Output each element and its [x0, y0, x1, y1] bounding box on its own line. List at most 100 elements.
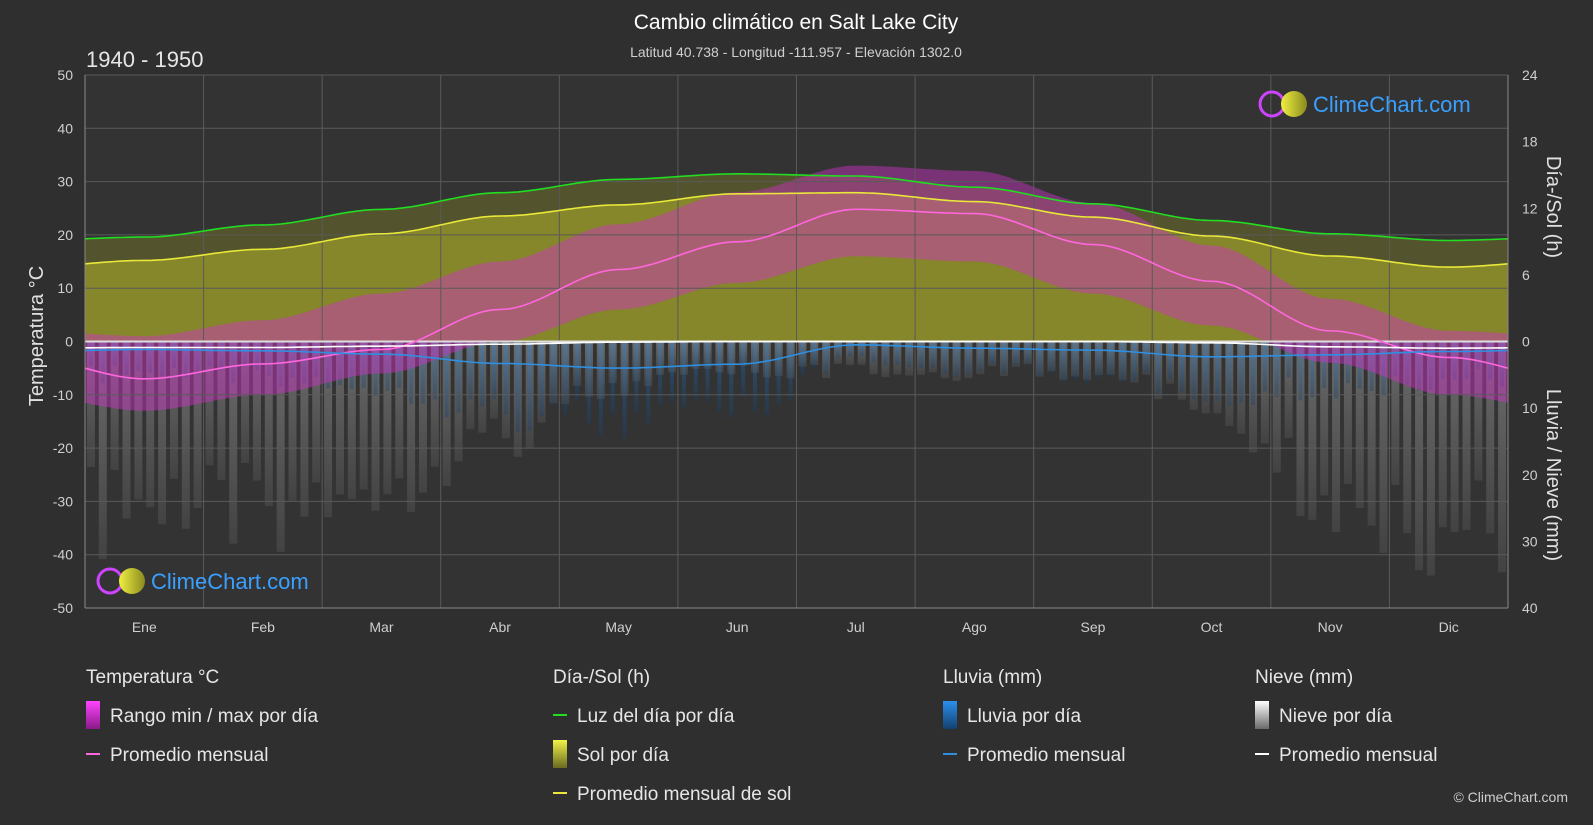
period-label: 1940 - 1950 [86, 47, 203, 72]
x-tick-label: Ene [132, 619, 157, 635]
rain-bar [503, 341, 508, 415]
rain-bar [1405, 341, 1410, 385]
snow-bar [1332, 341, 1341, 533]
rain-bar [1334, 341, 1339, 399]
legend-group-title: Lluvia (mm) [943, 667, 1042, 688]
rain-bar [1357, 341, 1362, 389]
rain-bar [1452, 341, 1457, 380]
daylight-line [84, 173, 1509, 242]
rain-bar [195, 341, 200, 375]
y-right-top-tick-label: 18 [1522, 134, 1538, 150]
y-right-bottom-axis-title: Lluvia / Nieve (mm) [1542, 389, 1564, 561]
rain-bar [1476, 341, 1481, 370]
legend-item-label: Promedio mensual [1279, 745, 1437, 766]
y-left-tick-label: 50 [57, 67, 73, 83]
rain-bar [349, 341, 354, 389]
logo-bottom-left[interactable]: ClimeChart.com [96, 567, 309, 595]
legend-item-label: Sol por día [577, 745, 669, 766]
legend-item-label: Luz del día por día [577, 706, 735, 727]
rain-bar [812, 341, 817, 368]
rain-bar [124, 341, 129, 375]
rain-bar [1322, 341, 1327, 388]
logo-sun-icon [1281, 91, 1307, 117]
snow-bar [1438, 341, 1447, 528]
snow-bar [146, 341, 155, 508]
rain-bar [1085, 341, 1090, 384]
grid [84, 74, 1509, 609]
rain-bar [207, 341, 212, 367]
snow-bar [1343, 341, 1352, 485]
series-lines [84, 173, 1509, 380]
snow-bar [134, 341, 143, 500]
rain-bar [883, 341, 888, 366]
chart-subtitle: Latitud 40.738 - Longitud -111.957 - Ele… [630, 44, 962, 60]
logo-text: ClimeChart.com [1313, 92, 1471, 117]
rain-bar [373, 341, 378, 396]
rain-bar [598, 341, 603, 437]
rain-bar [1096, 341, 1101, 378]
y-left-tick-label: 10 [57, 280, 73, 296]
rain-avg-line [84, 343, 1509, 369]
rain-bar [361, 341, 366, 388]
snow-bar [122, 341, 131, 519]
rain-bar [148, 341, 153, 373]
rain-bar [788, 341, 793, 401]
snow-bar [1486, 341, 1495, 534]
rain-bar [930, 341, 935, 368]
y-left-tick-label: -10 [53, 387, 73, 403]
rain-bar [871, 341, 876, 363]
rain-bar [492, 341, 497, 400]
rain-bar [1002, 341, 1007, 375]
y-left-tick-label: -20 [53, 440, 73, 456]
copyright: © ClimeChart.com [1453, 789, 1568, 805]
rain-bar [752, 341, 757, 412]
y-right-bottom-tick-label: 40 [1522, 600, 1538, 616]
snow-bar [98, 341, 107, 560]
snow-bar [217, 341, 226, 481]
x-tick-label: Dic [1439, 619, 1459, 635]
snow-bar [1379, 341, 1388, 554]
snow-bar [1415, 341, 1424, 571]
rain-bar [634, 341, 639, 414]
y-left-tick-label: -30 [53, 493, 73, 509]
rain-bar [824, 341, 829, 375]
rain-bar [658, 341, 663, 405]
x-tick-label: Nov [1318, 619, 1343, 635]
x-tick-label: Jun [726, 619, 749, 635]
rain-bar [409, 341, 414, 405]
x-tick-label: Abr [489, 619, 511, 635]
y-right-bottom-tick-label: 10 [1522, 400, 1538, 416]
rain-bar [741, 341, 746, 398]
rain-bar [420, 341, 425, 404]
legend-item-label: Lluvia por día [967, 706, 1082, 727]
snow-bar [169, 341, 178, 479]
rain-bar [1049, 341, 1054, 373]
snow-bar [264, 341, 273, 506]
snow-bar [288, 341, 297, 501]
rain-bar [776, 341, 781, 405]
rain-bar [942, 341, 947, 374]
rain-bar [978, 341, 983, 372]
rain-bar [385, 341, 390, 391]
rain-bar [895, 341, 900, 365]
logo-sun-icon [119, 568, 145, 594]
rain-bar [669, 341, 674, 403]
snow-bar [276, 341, 285, 552]
snow-bar [1320, 341, 1329, 496]
x-tick-label: Feb [251, 619, 275, 635]
legend-swatch [943, 701, 957, 729]
rain-bar [1179, 341, 1184, 392]
snow-bar [1308, 341, 1317, 520]
logo-top-right[interactable]: ClimeChart.com [1258, 90, 1471, 118]
rain-bar [254, 341, 259, 371]
logo-text: ClimeChart.com [151, 569, 309, 594]
rain-bar [1168, 341, 1173, 379]
legend-swatch [553, 740, 567, 768]
rain-bar [764, 341, 769, 416]
x-tick-label: Jul [847, 619, 865, 635]
y-left-tick-label: 20 [57, 227, 73, 243]
y-left-axis-title: Temperatura °C [26, 266, 48, 406]
rain-bar [1239, 341, 1244, 404]
y-left-tick-label: 30 [57, 174, 73, 190]
snow-bar [1462, 341, 1471, 530]
